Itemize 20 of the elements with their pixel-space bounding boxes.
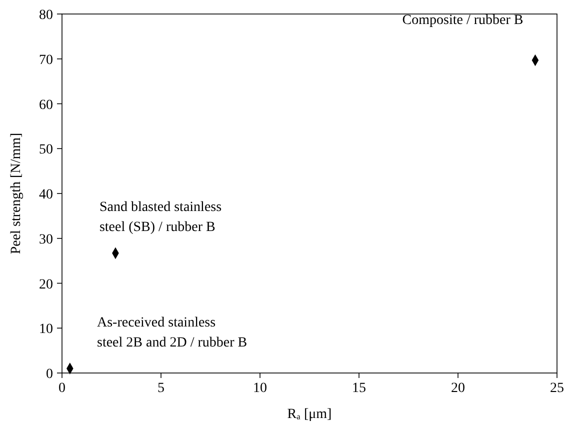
x-tick-label: 10 <box>253 381 267 396</box>
x-tick-label: 25 <box>550 381 564 396</box>
y-tick-label: 30 <box>39 232 53 248</box>
y-tick-label: 20 <box>39 277 53 292</box>
x-axis-title: Rₐ [μm] <box>287 407 332 422</box>
y-tick-label: 60 <box>39 98 53 113</box>
x-tick-label: 0 <box>58 381 66 396</box>
y-tick-label: 10 <box>39 322 53 338</box>
x-tick-label: 15 <box>352 381 366 396</box>
annotation: Sand blasted stainless steel (SB) / rubber B <box>99 200 222 236</box>
annotation: Composite / rubber B <box>402 13 524 28</box>
y-axis-title: Peel strength [N/mm] <box>9 132 24 254</box>
annotation: As-received stainless steel 2B and 2D / rubber B <box>97 316 248 351</box>
x-tick-label: 5 <box>158 381 164 396</box>
y-tick-label: 0 <box>46 367 53 382</box>
y-tick-label: 50 <box>39 142 53 158</box>
y-tick-label: 80 <box>39 8 53 23</box>
y-tick-label: 70 <box>39 52 53 68</box>
y-tick-label: 40 <box>39 188 53 202</box>
x-tick-label: 20 <box>451 381 465 396</box>
